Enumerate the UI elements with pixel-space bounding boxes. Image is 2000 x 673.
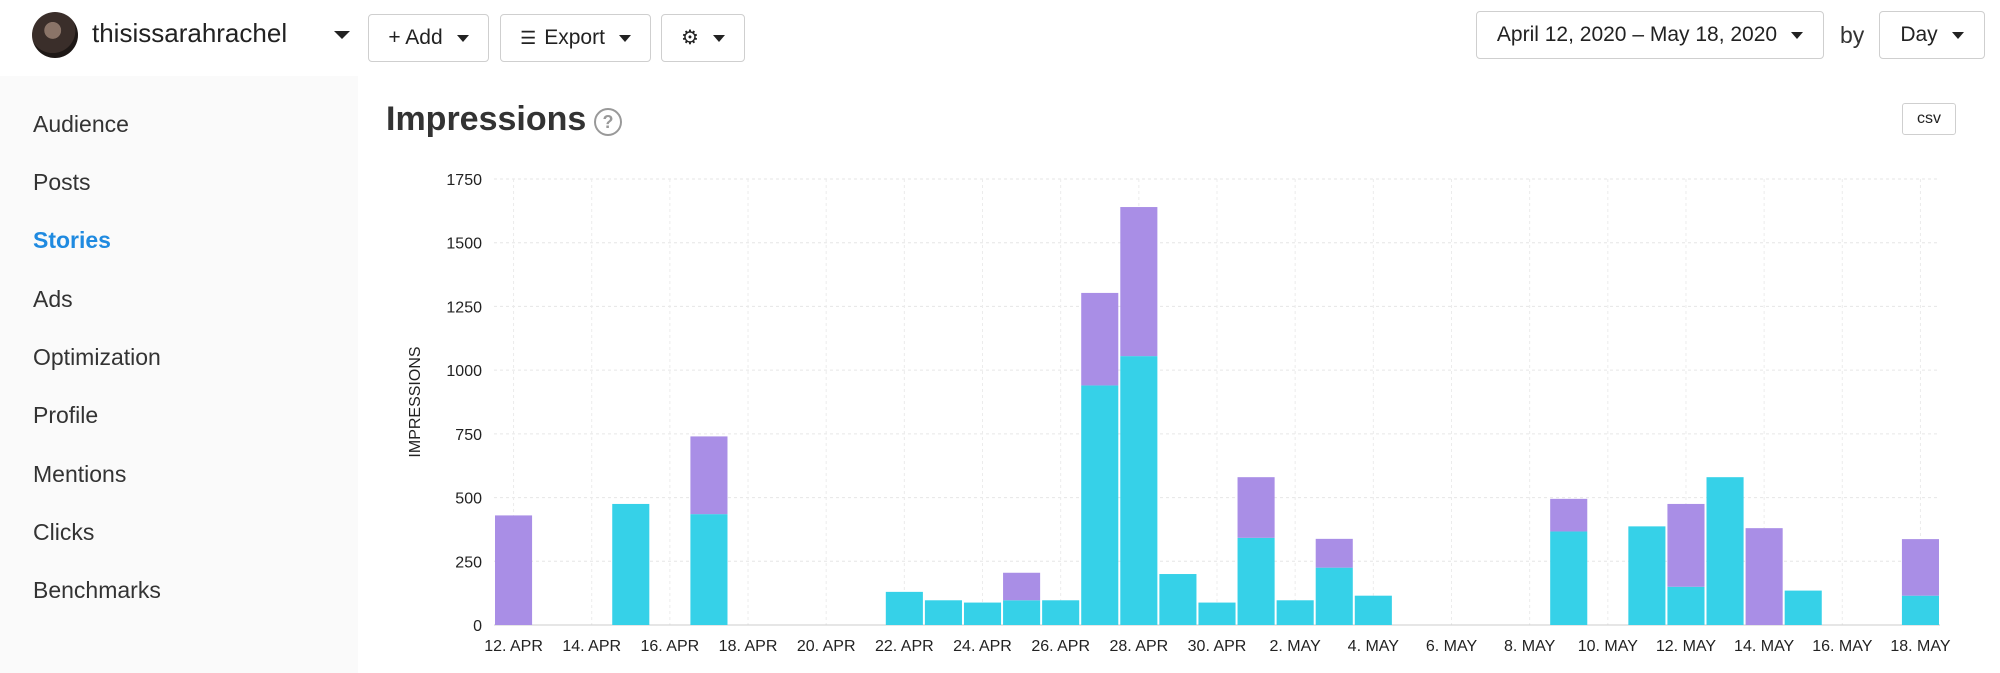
x-tick-label: 18. APR: [719, 638, 778, 655]
x-tick-label: 4. MAY: [1348, 638, 1400, 655]
csv-export-button[interactable]: csv: [1902, 103, 1956, 135]
granularity-label: Day: [1900, 23, 1938, 46]
bar-segment-series-1[interactable]: [495, 515, 533, 625]
bar-segment-series-1[interactable]: [1667, 503, 1705, 587]
x-tick-label: 24. APR: [953, 638, 1012, 655]
x-tick-label: 18. MAY: [1890, 638, 1951, 655]
x-tick-label: 14. MAY: [1734, 638, 1795, 655]
sidebar-item-ads[interactable]: Ads: [33, 286, 73, 312]
bar-segment-series-0[interactable]: [924, 600, 962, 625]
bar-segment-series-1[interactable]: [1745, 528, 1783, 625]
bar-segment-series-0[interactable]: [1276, 600, 1314, 625]
avatar[interactable]: [32, 12, 78, 58]
chart-ticks: 0 250 500 750 1000 1250 1500 1750 12. APR 14. APR…: [446, 172, 1950, 655]
account-dropdown-caret-icon[interactable]: [334, 31, 350, 39]
bar-segment-series-0[interactable]: [1667, 586, 1705, 625]
bar-segment-series-1[interactable]: [1003, 572, 1041, 601]
y-tick-label: 250: [455, 554, 482, 571]
y-tick-label: 500: [455, 491, 482, 508]
bar-segment-series-0[interactable]: [1042, 600, 1080, 625]
impressions-chart: 0 250 500 750 1000 1250 1500 1750 12. APR 14. APR…: [407, 172, 1951, 655]
sidebar-item-benchmarks[interactable]: Benchmarks: [33, 577, 161, 603]
help-icon[interactable]: ?: [594, 108, 622, 136]
bar-segment-series-0[interactable]: [1198, 602, 1236, 625]
date-range-label: April 12, 2020 – May 18, 2020: [1496, 23, 1778, 46]
x-tick-label: 26. APR: [1031, 638, 1090, 655]
layers-icon: ☰: [520, 27, 537, 48]
x-tick-label: 12. MAY: [1656, 638, 1717, 655]
chevron-down-icon: [1951, 31, 1964, 39]
bar-segment-series-0[interactable]: [1706, 477, 1744, 625]
x-tick-label: 10. MAY: [1578, 638, 1639, 655]
bar-segment-series-0[interactable]: [1628, 526, 1666, 625]
bar-segment-series-0[interactable]: [690, 514, 728, 625]
x-tick-label: 30. APR: [1188, 638, 1247, 655]
chart-bars: [495, 207, 1939, 625]
sidebar-item-clicks[interactable]: Clicks: [33, 519, 95, 545]
chevron-down-icon: [618, 34, 631, 42]
bar-segment-series-0[interactable]: [1784, 590, 1822, 625]
settings-button[interactable]: ⚙: [661, 14, 745, 62]
y-tick-label: 1500: [446, 236, 482, 253]
sidebar-item-posts[interactable]: Posts: [33, 169, 91, 195]
sidebar: Audience Posts Stories Ads Optimization …: [0, 76, 358, 673]
sidebar-item-mentions[interactable]: Mentions: [33, 461, 127, 487]
bar-segment-series-1[interactable]: [1901, 539, 1939, 596]
bar-segment-series-1[interactable]: [1550, 498, 1588, 532]
chevron-down-icon: [712, 34, 725, 42]
bar-segment-series-0[interactable]: [1081, 385, 1119, 625]
account-name[interactable]: thisissarahrachel: [92, 18, 288, 48]
main-content: Impressions ? csv 0 250 500 750 1000 1250 1500…: [358, 76, 2000, 673]
sidebar-item-stories[interactable]: Stories: [33, 227, 111, 253]
bar-segment-series-1[interactable]: [1120, 207, 1158, 357]
x-tick-label: 16. APR: [641, 638, 700, 655]
by-label: by: [1840, 22, 1865, 48]
y-tick-label: 0: [473, 618, 482, 635]
export-button-label: Export: [544, 26, 605, 49]
bar-segment-series-1[interactable]: [690, 436, 728, 515]
sidebar-item-optimization[interactable]: Optimization: [33, 344, 161, 370]
bar-segment-series-0[interactable]: [1120, 356, 1158, 625]
x-tick-label: 6. MAY: [1426, 638, 1478, 655]
x-tick-label: 2. MAY: [1270, 638, 1322, 655]
page-title: Impressions: [386, 100, 587, 138]
x-tick-label: 14. APR: [562, 638, 621, 655]
x-tick-label: 20. APR: [797, 638, 856, 655]
x-tick-label: 28. APR: [1109, 638, 1168, 655]
bar-segment-series-0[interactable]: [963, 602, 1002, 625]
top-bar: thisissarahrachel + Add ☰ Export ⚙ April…: [0, 0, 2000, 76]
chevron-down-icon: [456, 34, 469, 42]
x-tick-label: 22. APR: [875, 638, 934, 655]
add-button-label: + Add: [388, 26, 443, 49]
date-range-picker[interactable]: April 12, 2020 – May 18, 2020: [1476, 11, 1824, 59]
add-button[interactable]: + Add: [368, 14, 489, 62]
y-tick-label: 1000: [446, 363, 482, 380]
bar-segment-series-0[interactable]: [1901, 595, 1939, 625]
x-tick-label: 16. MAY: [1812, 638, 1873, 655]
bar-segment-series-0[interactable]: [1550, 531, 1588, 625]
bar-segment-series-0[interactable]: [885, 591, 923, 625]
granularity-select[interactable]: Day: [1879, 11, 1985, 59]
gear-icon: ⚙: [681, 27, 699, 49]
bar-segment-series-0[interactable]: [612, 503, 650, 625]
bar-segment-series-0[interactable]: [1315, 567, 1353, 625]
x-tick-label: 8. MAY: [1504, 638, 1556, 655]
bar-segment-series-0[interactable]: [1159, 574, 1197, 625]
x-tick-label: 12. APR: [484, 638, 543, 655]
sidebar-item-profile[interactable]: Profile: [33, 402, 99, 428]
chevron-down-icon: [1791, 31, 1804, 39]
y-tick-label: 750: [455, 427, 482, 444]
export-button[interactable]: ☰ Export: [500, 14, 651, 62]
sidebar-item-audience[interactable]: Audience: [33, 111, 129, 137]
bar-segment-series-0[interactable]: [1003, 600, 1041, 625]
bar-segment-series-1[interactable]: [1315, 538, 1353, 568]
bar-segment-series-0[interactable]: [1237, 537, 1275, 625]
bar-segment-series-1[interactable]: [1081, 292, 1119, 386]
bar-segment-series-1[interactable]: [1237, 477, 1275, 538]
y-tick-label: 1250: [446, 299, 482, 316]
y-tick-label: 1750: [446, 172, 482, 189]
bar-segment-series-0[interactable]: [1354, 595, 1392, 625]
y-axis-title: IMPRESSIONS: [407, 346, 424, 457]
